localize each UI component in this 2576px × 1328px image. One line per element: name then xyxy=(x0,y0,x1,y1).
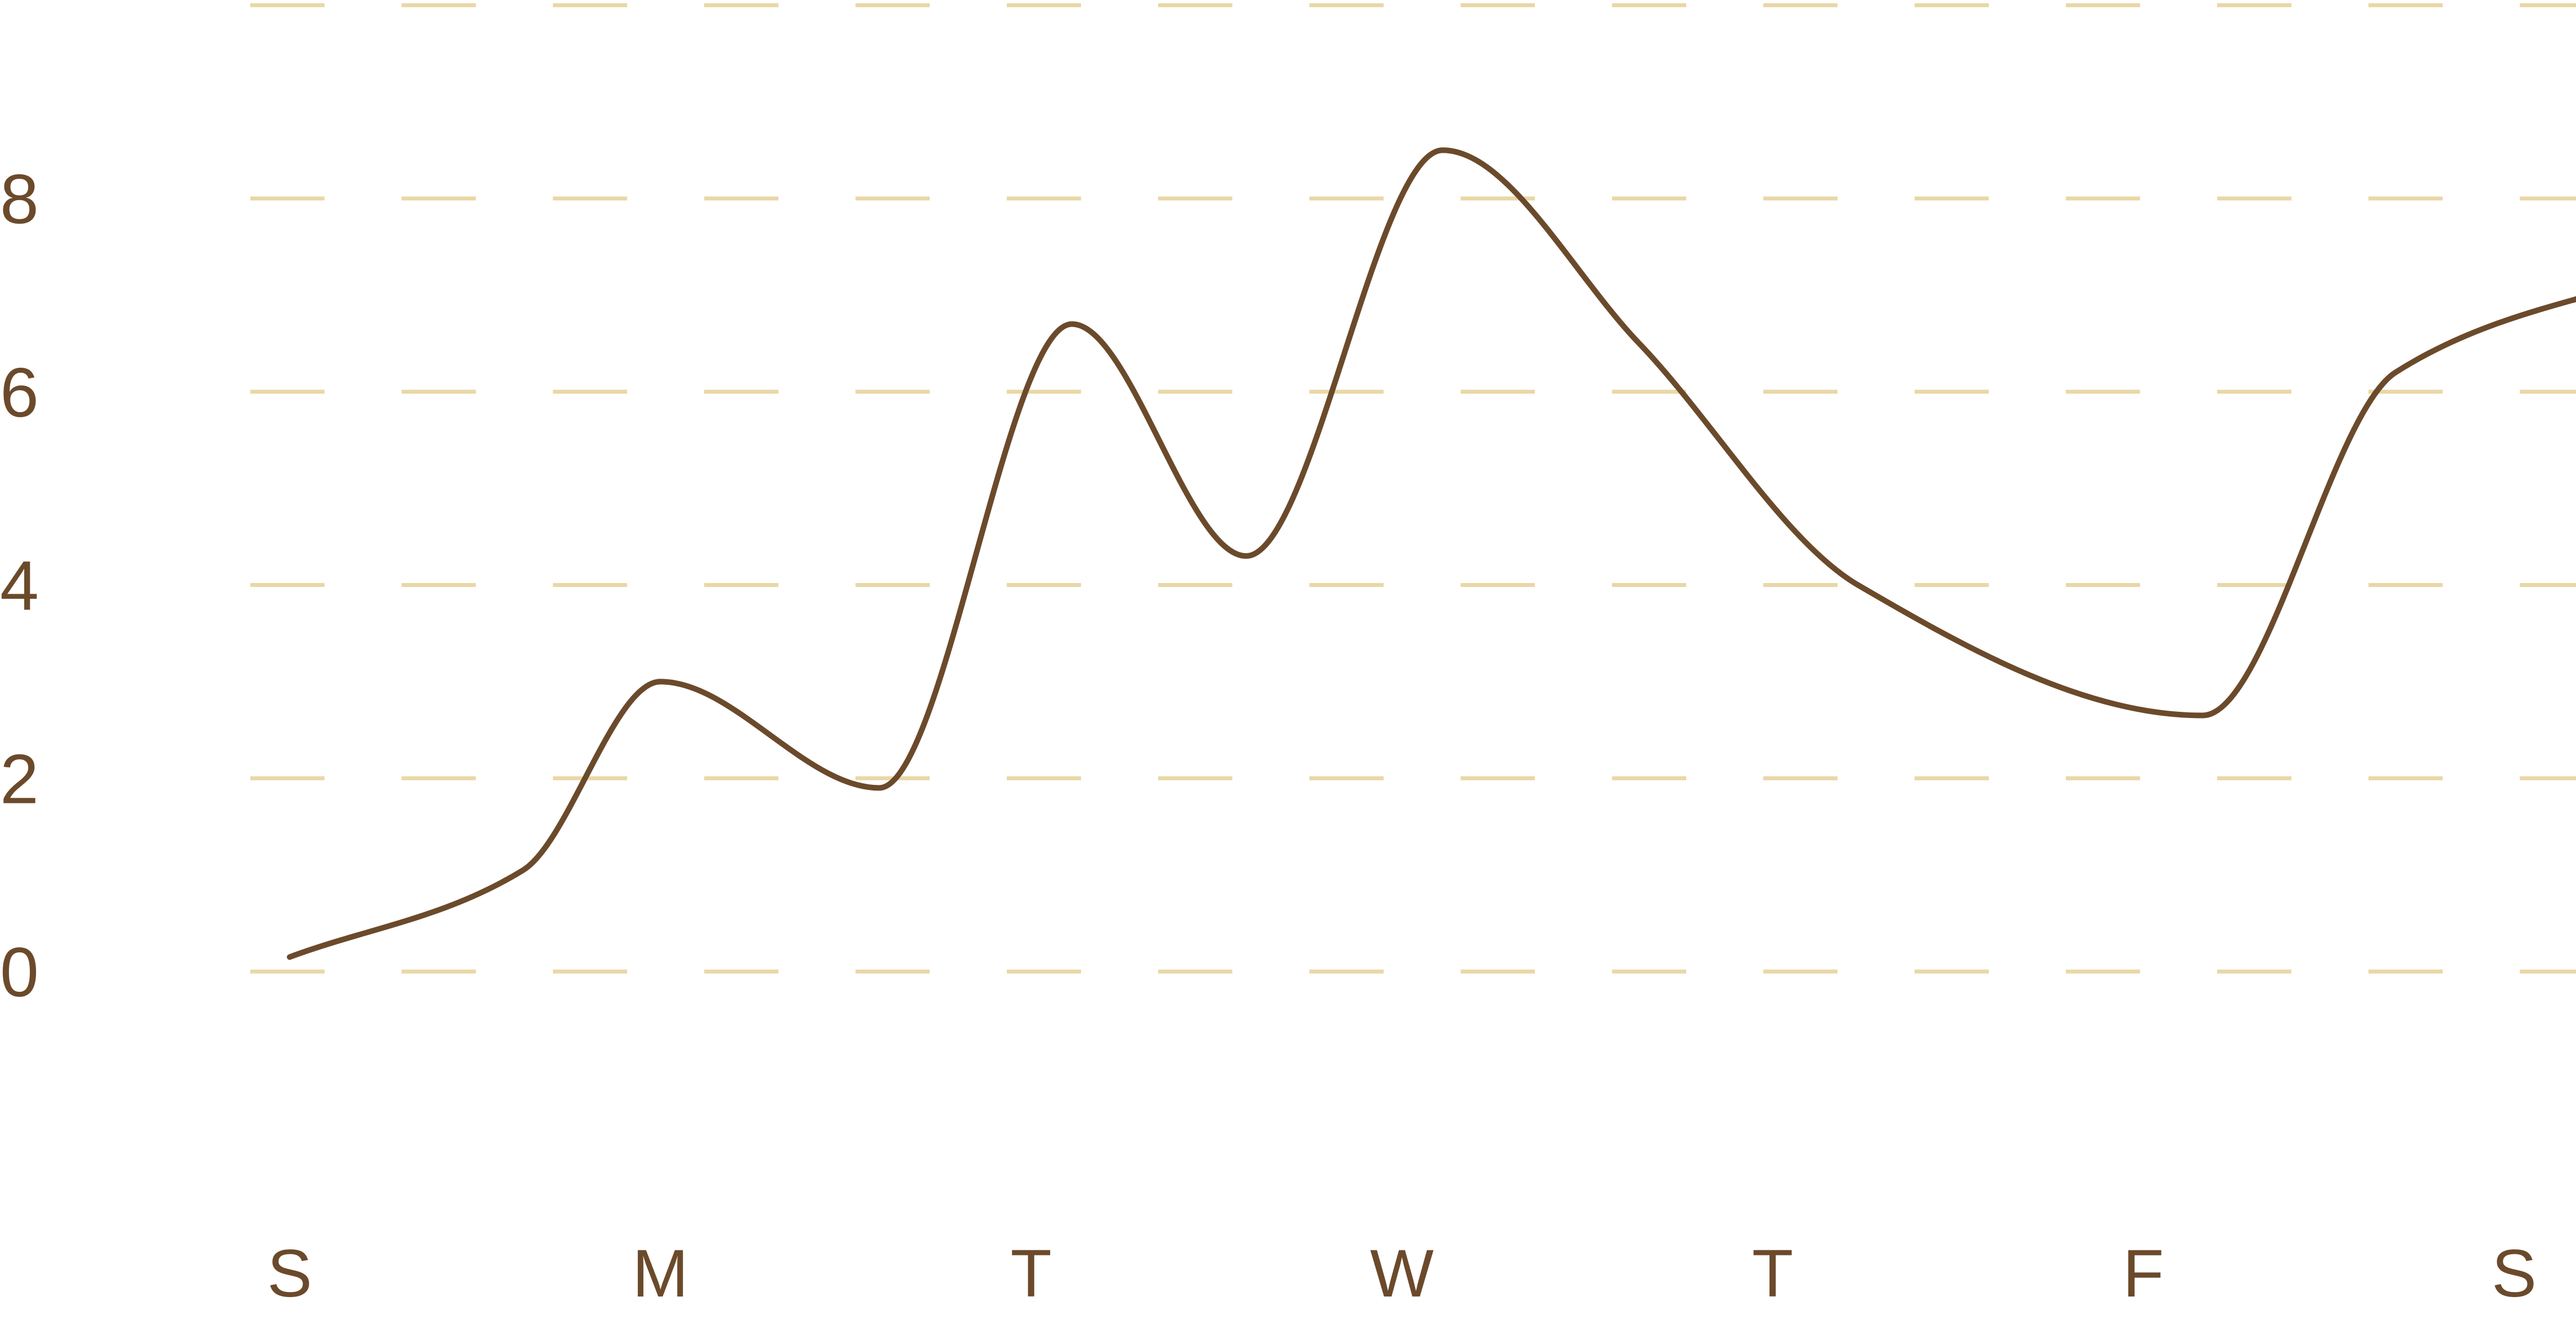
y-tick-label: 4 xyxy=(0,548,39,625)
y-tick-label: 2 xyxy=(0,740,39,818)
x-tick-label: S xyxy=(2492,1236,2537,1311)
x-tick-label: S xyxy=(267,1236,312,1311)
y-tick-label: 8 xyxy=(0,161,39,238)
x-tick-label: W xyxy=(1370,1236,1434,1311)
y-tick-label: 6 xyxy=(0,354,39,432)
x-tick-label: F xyxy=(2123,1236,2164,1311)
y-axis-ticks: 0 2 4 6 8 xyxy=(0,161,39,1011)
y-tick-label: 0 xyxy=(0,934,39,1011)
series-line-0 xyxy=(287,147,2576,960)
x-tick-label: M xyxy=(632,1236,688,1311)
grid-lines xyxy=(250,3,2576,974)
x-tick-label: T xyxy=(1752,1236,1793,1311)
series-layer xyxy=(287,147,2576,960)
x-tick-label: T xyxy=(1011,1236,1052,1311)
